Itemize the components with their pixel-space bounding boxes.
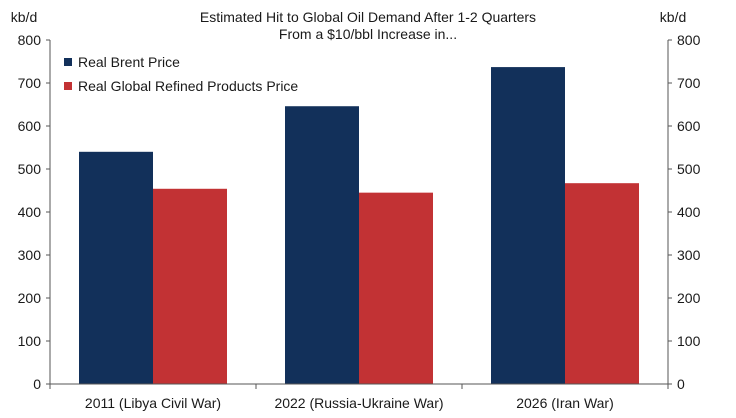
bar-real-global-refined-products-price-2022-russia-ukraine-war: [359, 192, 433, 384]
left-tick-label: 800: [18, 32, 42, 48]
bar-real-brent-price-2026-iran-war: [491, 67, 565, 384]
left-axis-ticks: 0 100 200 300 400 500 600 700 800: [18, 32, 50, 392]
left-tick-label: 700: [18, 75, 42, 91]
bar-real-brent-price-2011-libya-civil-war: [79, 151, 153, 384]
chart-title-line-1: Estimated Hit to Global Oil Demand After…: [200, 9, 536, 25]
right-tick-label: 300: [677, 247, 701, 263]
x-axis-category-ticks: [49, 384, 669, 389]
left-tick-label: 600: [18, 118, 42, 134]
bar-real-brent-price-2022-russia-ukraine-war: [285, 106, 359, 384]
legend: Real Brent Price Real Global Refined Pro…: [64, 54, 298, 94]
legend-swatch-real-brent-price: [64, 58, 72, 66]
left-axis-unit-label: kb/d: [11, 9, 37, 25]
right-tick-label: 100: [677, 333, 701, 349]
right-tick-label: 500: [677, 161, 701, 177]
legend-label-real-brent-price: Real Brent Price: [78, 54, 180, 70]
right-axis-ticks: 0 100 200 300 400 500 600 700 800: [668, 32, 701, 392]
chart-title-line-2: From a $10/bbl Increase in...: [279, 26, 457, 42]
bars: [79, 67, 639, 384]
x-axis-category-labels: 2011 (Libya Civil War) 2022 (Russia-Ukrai…: [85, 395, 614, 411]
right-tick-label: 700: [677, 75, 701, 91]
left-tick-label: 300: [18, 247, 42, 263]
bar-real-global-refined-products-price-2011-libya-civil-war: [153, 188, 227, 384]
left-tick-label: 400: [18, 204, 42, 220]
x-category-label: 2026 (Iran War): [516, 395, 614, 411]
left-tick-label: 100: [18, 333, 42, 349]
left-tick-label: 200: [18, 290, 42, 306]
right-tick-label: 200: [677, 290, 701, 306]
left-tick-label: 500: [18, 161, 42, 177]
legend-label-real-global-refined-products-price: Real Global Refined Products Price: [78, 78, 298, 94]
legend-swatch-real-global-refined-products-price: [64, 82, 72, 90]
right-tick-label: 400: [677, 204, 701, 220]
right-tick-label: 800: [677, 32, 701, 48]
bar-real-global-refined-products-price-2026-iran-war: [565, 183, 639, 384]
x-category-label: 2022 (Russia-Ukraine War): [274, 395, 443, 411]
left-tick-label: 0: [33, 376, 41, 392]
x-category-label: 2011 (Libya Civil War): [85, 395, 221, 411]
right-axis-unit-label: kb/d: [660, 9, 686, 25]
right-tick-label: 600: [677, 118, 701, 134]
right-tick-label: 0: [677, 376, 685, 392]
